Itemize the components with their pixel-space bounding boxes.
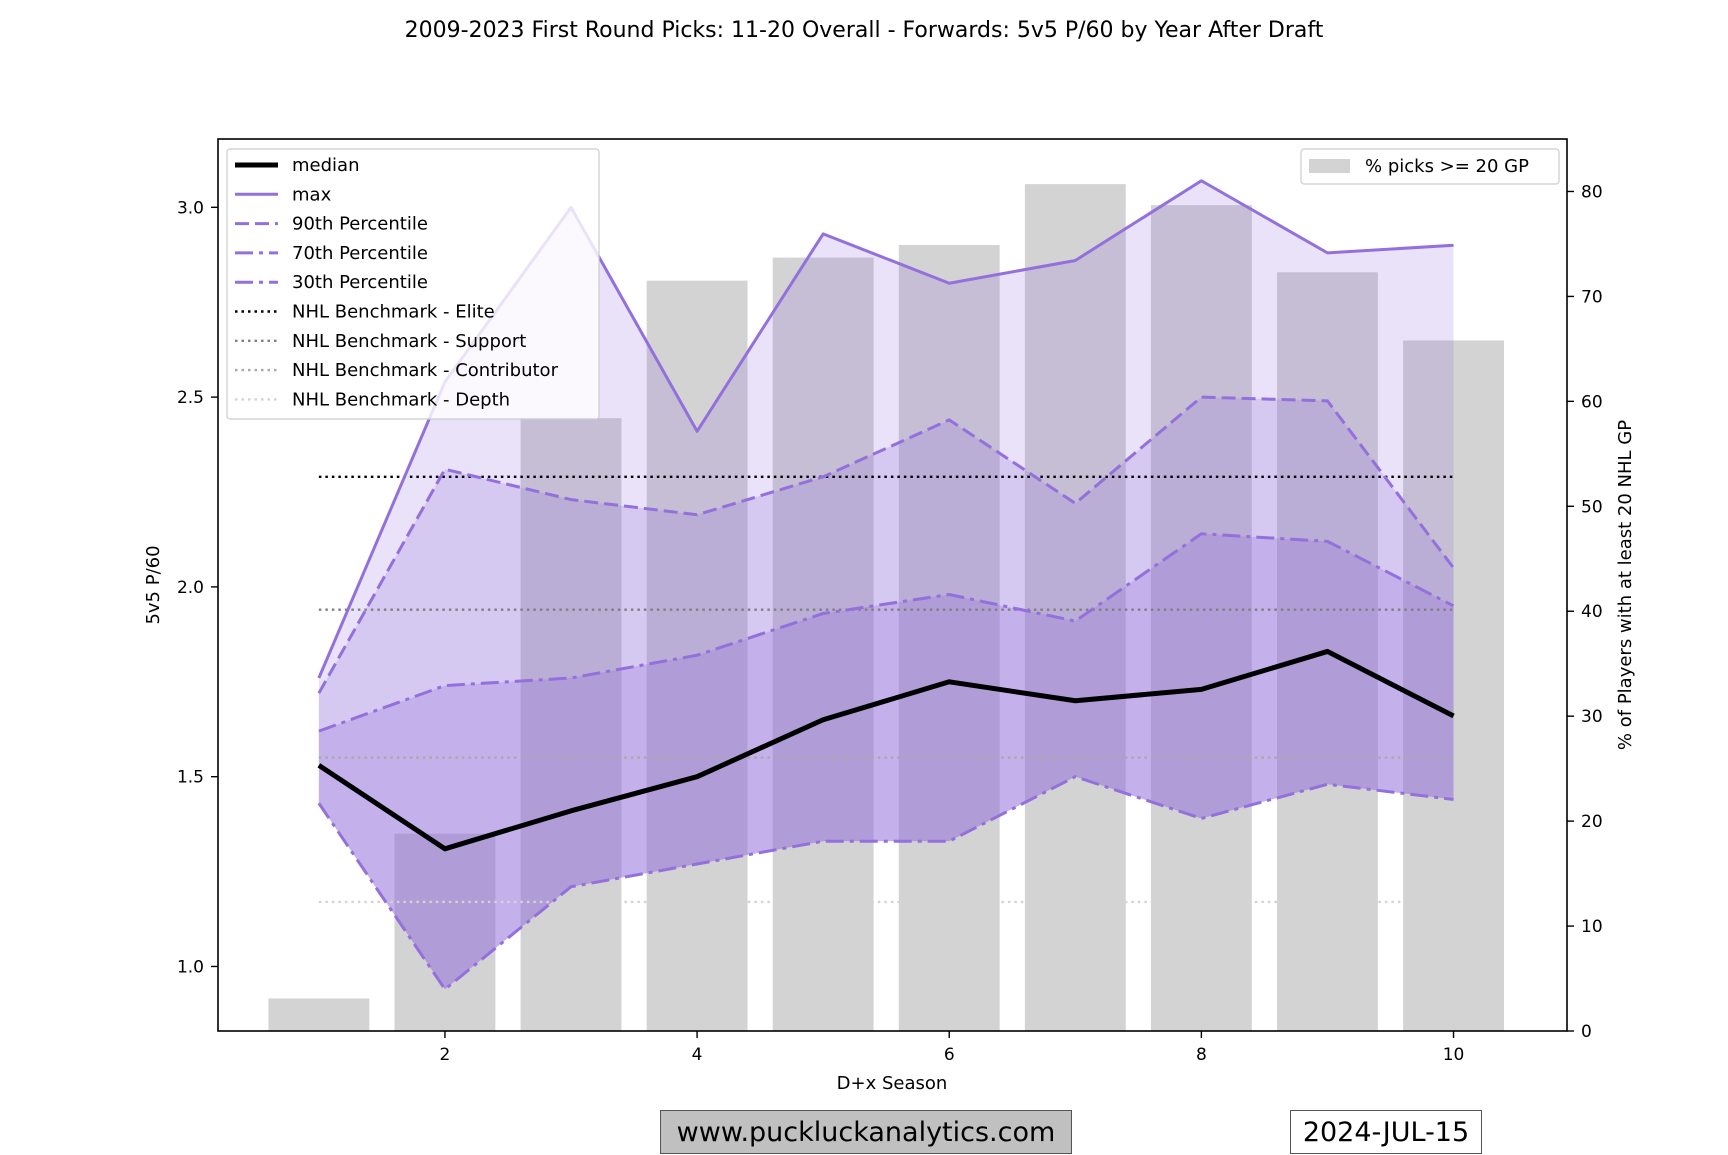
y2-tick-label: 30 bbox=[1581, 707, 1603, 727]
fill-layer bbox=[318, 180, 1454, 990]
legend-label: 30th Percentile bbox=[292, 272, 428, 293]
chart-title: 2009-2023 First Round Picks: 11-20 Overa… bbox=[404, 18, 1324, 43]
y-tick-label: 2.5 bbox=[177, 388, 204, 408]
legend-label: 70th Percentile bbox=[292, 243, 428, 264]
axis-layer: 2 4 6 8 10 1.0 1.5 2.0 2.5 3.0 0 10 20 30 40 50 60 70 80 bbox=[177, 182, 1603, 1065]
y2-tick-label: 40 bbox=[1581, 602, 1603, 622]
band-max-90 bbox=[318, 180, 1454, 694]
legend-bars: % picks >= 20 GP bbox=[1300, 148, 1560, 185]
plot-frame bbox=[217, 138, 1568, 1032]
x-tick-label: 2 bbox=[440, 1045, 451, 1065]
y-tick-label: 2.0 bbox=[177, 578, 204, 598]
series-30th-percentile bbox=[317, 775, 1454, 991]
y2-axis-label: % of Players with at least 20 NHL GP bbox=[1615, 420, 1636, 750]
bar-d1 bbox=[268, 998, 370, 1031]
x-axis-label: D+x Season bbox=[837, 1073, 948, 1094]
legend-label: median bbox=[292, 155, 359, 176]
y-axis-label: 5v5 P/60 bbox=[143, 545, 164, 624]
y2-tick-label: 70 bbox=[1581, 287, 1603, 307]
band-70-30 bbox=[318, 533, 1454, 990]
x-tick-label: 4 bbox=[692, 1045, 703, 1065]
y2-tick-label: 80 bbox=[1581, 182, 1603, 202]
y2-tick-label: 0 bbox=[1581, 1022, 1592, 1042]
legend-bars-frame bbox=[1300, 148, 1560, 185]
legend-bars-label: % picks >= 20 GP bbox=[1365, 156, 1529, 177]
legend-bars-swatch bbox=[1309, 159, 1350, 173]
y2-tick-label: 10 bbox=[1581, 917, 1603, 937]
y-tick-label: 1.5 bbox=[177, 768, 204, 788]
legend-label: NHL Benchmark - Support bbox=[292, 331, 526, 352]
series-70th-percentile bbox=[318, 532, 1455, 733]
x-tick-label: 6 bbox=[944, 1045, 955, 1065]
y2-tick-label: 60 bbox=[1581, 392, 1603, 412]
y-tick-label: 1.0 bbox=[177, 957, 204, 977]
x-tick-label: 8 bbox=[1196, 1045, 1207, 1065]
y2-tick-label: 20 bbox=[1581, 812, 1603, 832]
website-label: www.puckluckanalytics.com bbox=[660, 1110, 1072, 1154]
legend-label: NHL Benchmark - Elite bbox=[292, 302, 495, 323]
x-tick-label: 10 bbox=[1443, 1045, 1465, 1065]
date-label: 2024-JUL-15 bbox=[1290, 1110, 1482, 1154]
band-90-70 bbox=[318, 397, 1454, 732]
benchmark-layer bbox=[318, 475, 1454, 904]
legend-frame bbox=[226, 148, 600, 420]
y-tick-label: 3.0 bbox=[177, 198, 204, 218]
y2-tick-label: 50 bbox=[1581, 497, 1603, 517]
legend-label: max bbox=[292, 184, 332, 205]
legend-label: NHL Benchmark - Contributor bbox=[292, 360, 559, 381]
series-median bbox=[317, 648, 1455, 852]
legend-label: 90th Percentile bbox=[292, 214, 428, 235]
series-90th-percentile bbox=[317, 395, 1455, 694]
legend-label: NHL Benchmark - Depth bbox=[292, 389, 510, 410]
legend-lines: median max 90th Percentile 70th Percentile 3… bbox=[226, 148, 600, 420]
